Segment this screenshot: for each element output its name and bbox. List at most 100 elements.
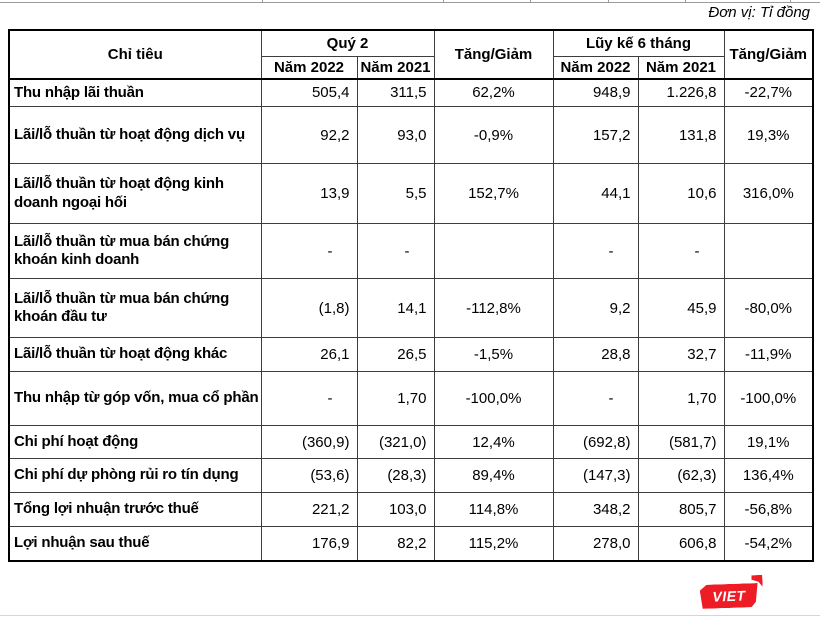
row-label: Chi phí hoạt động bbox=[8, 425, 262, 460]
column-header-q2-2022: Năm 2022 bbox=[260, 55, 358, 80]
value-cell: -112,8% bbox=[433, 278, 554, 339]
value-cell: 316,0% bbox=[723, 163, 814, 225]
value-cell: 5,5 bbox=[356, 163, 435, 225]
value-cell: 1.226,8 bbox=[637, 77, 725, 108]
table-row: Lãi/lỗ thuần từ hoạt động khác 26,1 26,5 -1… bbox=[8, 337, 814, 373]
column-header-cum-2021: Năm 2021 bbox=[637, 55, 725, 80]
value-cell: - bbox=[552, 371, 639, 427]
value-cell: 10,6 bbox=[637, 163, 725, 225]
value-cell: (147,3) bbox=[552, 458, 639, 494]
value-cell: 26,1 bbox=[260, 337, 358, 373]
row-label: Thu nhập lãi thuần bbox=[8, 77, 262, 108]
column-header-criteria: Chỉ tiêu bbox=[8, 29, 262, 80]
value-cell: 221,2 bbox=[260, 492, 358, 528]
column-header-change-q2: Tăng/Giảm bbox=[433, 29, 554, 80]
value-cell: 19,3% bbox=[723, 106, 814, 165]
table-row: Lãi/lỗ thuần từ mua bán chứng khoán kinh… bbox=[8, 223, 814, 280]
table-row: Chi phí dự phòng rủi ro tín dụng (53,6) (2… bbox=[8, 458, 814, 494]
value-cell: (53,6) bbox=[260, 458, 358, 494]
table-row: Lãi/lỗ thuần từ hoạt động dịch vụ 92,2 93,… bbox=[8, 106, 814, 165]
value-cell: -54,2% bbox=[723, 526, 814, 562]
value-cell: -22,7% bbox=[723, 77, 814, 108]
value-cell: (1,8) bbox=[260, 278, 358, 339]
value-cell: 93,0 bbox=[356, 106, 435, 165]
cropped-grid-stub bbox=[685, 0, 686, 3]
value-cell: 45,9 bbox=[637, 278, 725, 339]
value-cell: (28,3) bbox=[356, 458, 435, 494]
value-cell: 1,70 bbox=[356, 371, 435, 427]
value-cell: 28,8 bbox=[552, 337, 639, 373]
row-label: Lãi/lỗ thuần từ hoạt động dịch vụ bbox=[8, 106, 262, 165]
column-header-cum-2022: Năm 2022 bbox=[552, 55, 639, 80]
table-row: Lãi/lỗ thuần từ hoạt động kinh doanh ngo… bbox=[8, 163, 814, 225]
table-row: Thu nhập lãi thuần 505,4 311,5 62,2% 948,9 1.… bbox=[8, 77, 814, 108]
table-row: Lãi/lỗ thuần từ mua bán chứng khoán đầu … bbox=[8, 278, 814, 339]
value-cell: -11,9% bbox=[723, 337, 814, 373]
value-cell: - bbox=[260, 371, 358, 427]
value-cell: 26,5 bbox=[356, 337, 435, 373]
value-cell: (62,3) bbox=[637, 458, 725, 494]
value-cell: 311,5 bbox=[356, 77, 435, 108]
row-label: Lợi nhuận sau thuế bbox=[8, 526, 262, 562]
row-label: Lãi/lỗ thuần từ hoạt động kinh doanh ngo… bbox=[8, 163, 262, 225]
value-cell: 103,0 bbox=[356, 492, 435, 528]
value-cell: - bbox=[552, 223, 639, 280]
value-cell: - bbox=[260, 223, 358, 280]
table-row: Thu nhập từ góp vốn, mua cổ phần -1,70 -10… bbox=[8, 371, 814, 427]
value-cell: 82,2 bbox=[356, 526, 435, 562]
value-cell: (692,8) bbox=[552, 425, 639, 460]
value-cell: 19,1% bbox=[723, 425, 814, 460]
financial-results-table: Chỉ tiêu Quý 2 Tăng/Giảm Lũy kế 6 tháng … bbox=[8, 29, 814, 562]
row-label: Lãi/lỗ thuần từ hoạt động khác bbox=[8, 337, 262, 373]
value-cell: (360,9) bbox=[260, 425, 358, 460]
value-cell: 131,8 bbox=[637, 106, 725, 165]
row-label: Lãi/lỗ thuần từ mua bán chứng khoán kinh… bbox=[8, 223, 262, 280]
value-cell: 606,8 bbox=[637, 526, 725, 562]
value-cell: -100,0% bbox=[433, 371, 554, 427]
column-header-q2-2021: Năm 2021 bbox=[356, 55, 435, 80]
cropped-grid-stub bbox=[608, 0, 609, 3]
value-cell: 278,0 bbox=[552, 526, 639, 562]
value-cell: - bbox=[356, 223, 435, 280]
viet-logo-badge: VIET bbox=[700, 583, 759, 609]
viet-logo: VIET bbox=[700, 583, 759, 609]
column-group-q2: Quý 2 bbox=[260, 29, 435, 57]
value-cell: - bbox=[637, 223, 725, 280]
value-cell: 114,8% bbox=[433, 492, 554, 528]
value-cell: 176,9 bbox=[260, 526, 358, 562]
value-cell bbox=[433, 223, 554, 280]
viet-logo-text: VIET bbox=[712, 587, 746, 605]
value-cell: 1,70 bbox=[637, 371, 725, 427]
cropped-grid-stub bbox=[262, 0, 263, 3]
value-cell bbox=[723, 223, 814, 280]
value-cell: 14,1 bbox=[356, 278, 435, 339]
value-cell: 9,2 bbox=[552, 278, 639, 339]
value-cell: 92,2 bbox=[260, 106, 358, 165]
value-cell: 12,4% bbox=[433, 425, 554, 460]
value-cell: 62,2% bbox=[433, 77, 554, 108]
page-bottom-divider bbox=[0, 615, 820, 616]
row-label: Tổng lợi nhuận trước thuế bbox=[8, 492, 262, 528]
value-cell: 13,9 bbox=[260, 163, 358, 225]
value-cell: -80,0% bbox=[723, 278, 814, 339]
row-label: Lãi/lỗ thuần từ mua bán chứng khoán đầu … bbox=[8, 278, 262, 339]
value-cell: -100,0% bbox=[723, 371, 814, 427]
column-header-change-cumulative: Tăng/Giảm bbox=[723, 29, 814, 80]
value-cell: 32,7 bbox=[637, 337, 725, 373]
table-row: Tổng lợi nhuận trước thuế 221,2 103,0 114,8… bbox=[8, 492, 814, 528]
table-row: Chi phí hoạt động (360,9) (321,0) 12,4% (692… bbox=[8, 425, 814, 460]
value-cell: -1,5% bbox=[433, 337, 554, 373]
value-cell: (321,0) bbox=[356, 425, 435, 460]
cropped-grid-stub bbox=[790, 0, 791, 3]
value-cell: (581,7) bbox=[637, 425, 725, 460]
cropped-row-divider bbox=[0, 2, 820, 3]
row-label: Chi phí dự phòng rủi ro tín dụng bbox=[8, 458, 262, 494]
value-cell: 136,4% bbox=[723, 458, 814, 494]
value-cell: 89,4% bbox=[433, 458, 554, 494]
unit-label: Đơn vị: Tỉ đồng bbox=[708, 4, 810, 21]
value-cell: -56,8% bbox=[723, 492, 814, 528]
value-cell: 948,9 bbox=[552, 77, 639, 108]
value-cell: 44,1 bbox=[552, 163, 639, 225]
value-cell: 115,2% bbox=[433, 526, 554, 562]
